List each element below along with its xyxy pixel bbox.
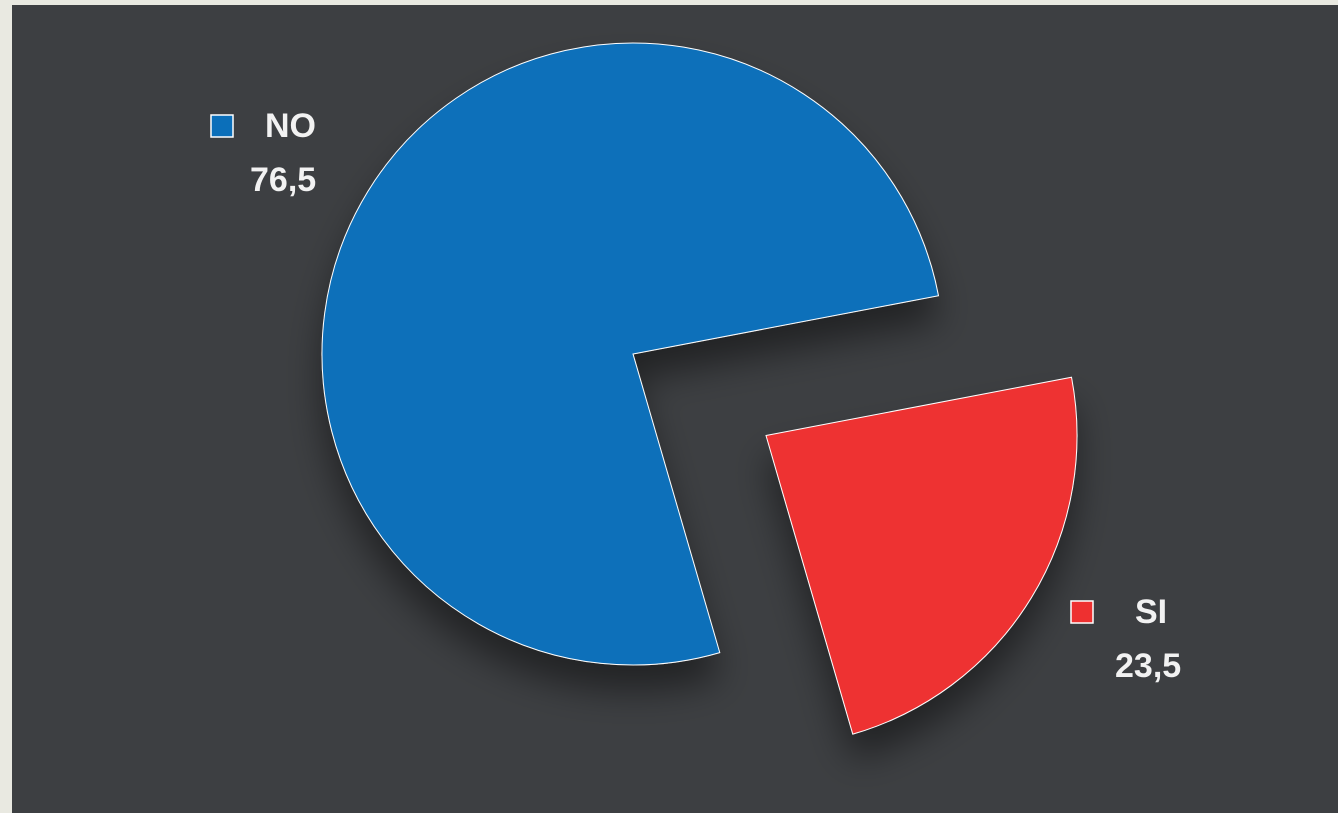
legend-swatch (210, 114, 234, 138)
slice-value: 76,5 (250, 161, 316, 199)
pie (321, 42, 1078, 735)
slice-label: SI (1135, 593, 1167, 631)
slice-value: 23,5 (1115, 647, 1181, 685)
pie-slice (321, 42, 940, 666)
legend-swatch (1070, 600, 1094, 624)
slice-label: NO (265, 107, 316, 145)
pie-slice (765, 376, 1078, 735)
